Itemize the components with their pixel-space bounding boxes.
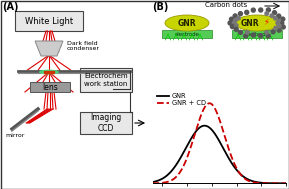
Circle shape [251, 8, 255, 12]
Bar [44, 71, 54, 73]
GNR [203, 125, 206, 127]
Text: Dark field
condenser: Dark field condenser [67, 41, 100, 51]
GNR + CD [212, 105, 215, 107]
Circle shape [280, 21, 284, 25]
Text: electrode: electrode [175, 32, 199, 36]
FancyBboxPatch shape [80, 112, 132, 134]
Circle shape [277, 28, 281, 32]
Polygon shape [30, 82, 70, 92]
Circle shape [277, 14, 281, 18]
Circle shape [274, 26, 277, 30]
Text: White Light: White Light [25, 16, 73, 26]
Text: GNR: GNR [178, 19, 196, 28]
Circle shape [266, 8, 271, 12]
Circle shape [277, 19, 281, 22]
Ellipse shape [165, 15, 209, 31]
Circle shape [274, 16, 277, 20]
FancyBboxPatch shape [80, 68, 132, 92]
Circle shape [234, 27, 238, 31]
Circle shape [232, 21, 236, 25]
GNR [212, 130, 215, 133]
Circle shape [273, 11, 277, 15]
Polygon shape [35, 41, 63, 56]
Text: mirror: mirror [5, 133, 24, 138]
Circle shape [238, 30, 242, 34]
FancyBboxPatch shape [162, 30, 212, 38]
Circle shape [244, 34, 248, 38]
GNR + CD [252, 181, 255, 184]
Line: GNR: GNR [153, 126, 286, 183]
Circle shape [229, 17, 234, 21]
Circle shape [228, 21, 232, 25]
Circle shape [270, 14, 274, 18]
GNR [151, 181, 154, 183]
GNR [185, 145, 189, 147]
GNR [240, 174, 244, 177]
Text: (A): (A) [2, 2, 18, 12]
Circle shape [233, 14, 237, 18]
Line: GNR + CD: GNR + CD [153, 103, 286, 183]
Circle shape [265, 12, 268, 15]
GNR + CD [185, 157, 189, 159]
Circle shape [237, 16, 240, 20]
Text: ⚡: ⚡ [263, 18, 269, 26]
Circle shape [251, 33, 255, 37]
Ellipse shape [235, 15, 279, 31]
Circle shape [234, 24, 238, 27]
GNR [230, 162, 233, 164]
Circle shape [278, 24, 281, 28]
Legend: GNR, GNR + CD: GNR, GNR + CD [156, 92, 207, 108]
Circle shape [259, 34, 263, 38]
FancyBboxPatch shape [15, 11, 83, 31]
GNR [252, 180, 255, 183]
GNR + CD [230, 156, 233, 158]
Circle shape [234, 19, 237, 22]
Circle shape [265, 31, 268, 34]
Text: lens: lens [42, 83, 58, 91]
Ellipse shape [39, 70, 59, 74]
Text: GNR: GNR [241, 19, 259, 28]
Text: Carbon dots: Carbon dots [205, 2, 247, 8]
Circle shape [281, 25, 285, 29]
Circle shape [271, 30, 275, 34]
Circle shape [281, 17, 285, 21]
Circle shape [230, 25, 234, 29]
GNR [284, 182, 288, 184]
GNR + CD [151, 182, 154, 184]
Circle shape [259, 8, 263, 12]
Circle shape [238, 12, 242, 16]
GNR + CD [208, 102, 211, 104]
Circle shape [246, 30, 249, 34]
Text: Imaging
CCD: Imaging CCD [90, 113, 122, 133]
FancyBboxPatch shape [232, 30, 282, 38]
GNR + CD [284, 182, 288, 184]
GNR + CD [175, 176, 178, 178]
Circle shape [245, 10, 249, 14]
Circle shape [276, 21, 279, 25]
Text: electrode: electrode [244, 32, 269, 36]
Text: Electrochem
work station: Electrochem work station [84, 74, 128, 87]
GNR + CD [240, 175, 244, 177]
GNR [175, 164, 178, 166]
Circle shape [266, 34, 270, 38]
Text: (B): (B) [152, 2, 168, 12]
